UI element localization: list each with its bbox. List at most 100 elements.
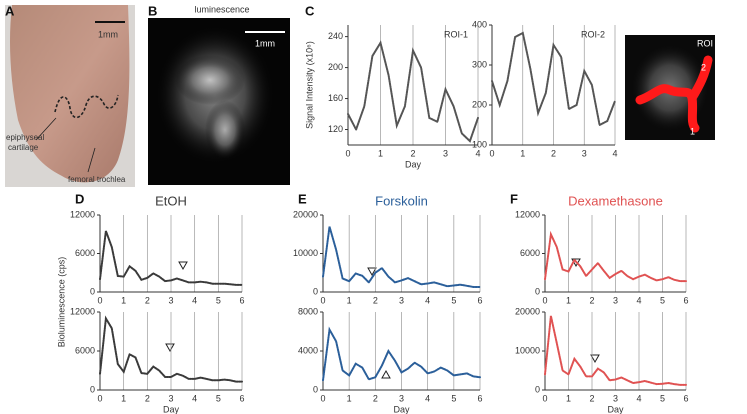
x-tick-label: 2 <box>410 148 415 158</box>
x-tick-label: 5 <box>216 393 221 403</box>
x-tick-label: 2 <box>373 393 378 403</box>
y-tick-label: 0 <box>90 384 95 394</box>
x-tick-label: 4 <box>192 393 197 403</box>
y-tick-label: 300 <box>472 59 487 69</box>
x-tick-label: 2 <box>145 295 150 305</box>
x-tick-label: 6 <box>683 295 688 305</box>
y-tick-label: 240 <box>328 31 343 41</box>
panel-letter: D <box>75 191 84 206</box>
x-tick-label: 4 <box>636 393 641 403</box>
x-tick-label: 6 <box>239 295 244 305</box>
x-tick-label: 2 <box>589 393 594 403</box>
y-tick-label: 12000 <box>70 306 95 316</box>
y-tick-label: 10000 <box>515 345 540 355</box>
x-tick-label: 5 <box>660 393 665 403</box>
x-tick-label: 1 <box>347 393 352 403</box>
y-tick-label: 200 <box>328 62 343 72</box>
triangle-markers <box>165 258 600 379</box>
x-tick-label: 6 <box>239 393 244 403</box>
x-tick-label: 0 <box>97 393 102 403</box>
y-tick-label: 0 <box>90 286 95 296</box>
x-tick-label: 0 <box>489 148 494 158</box>
x-tick-label: 6 <box>477 295 482 305</box>
x-tick-label: 2 <box>373 295 378 305</box>
x-tick-label: 0 <box>542 295 547 305</box>
image-title: luminescence <box>194 4 249 14</box>
x-tick-label: 3 <box>399 295 404 305</box>
x-tick-label: 2 <box>589 295 594 305</box>
panel-letter: B <box>148 3 157 18</box>
y-tick-label: 6000 <box>520 248 540 258</box>
roi-title: ROI <box>697 38 713 48</box>
y-axis-label: Signal Intensity (x10⁶) <box>304 41 314 129</box>
x-axis-label: Day <box>607 404 624 414</box>
x-tick-label: 4 <box>612 148 617 158</box>
x-tick-label: 3 <box>168 295 173 305</box>
x-tick-label: 3 <box>399 393 404 403</box>
y-tick-label: 0 <box>535 286 540 296</box>
x-tick-label: 6 <box>477 393 482 403</box>
x-tick-label: 5 <box>660 295 665 305</box>
annotation: ROI-1 <box>444 29 468 39</box>
chart-title: Forskolin <box>375 193 428 208</box>
line-series <box>491 31 616 127</box>
x-tick-label: 1 <box>566 393 571 403</box>
y-tick-label: 100 <box>472 139 487 149</box>
y-tick-label: 160 <box>328 93 343 103</box>
annotation: ROI-2 <box>581 29 605 39</box>
y-tick-label: 0 <box>313 286 318 296</box>
roi-image <box>625 35 715 140</box>
y-tick-label: 200 <box>472 99 487 109</box>
y-tick-label: 0 <box>535 384 540 394</box>
x-tick-label: 3 <box>443 148 448 158</box>
scale-label: 1mm <box>255 38 275 48</box>
x-tick-label: 0 <box>97 295 102 305</box>
annotation: epiphyseal <box>6 133 44 142</box>
y-tick-label: 20000 <box>515 306 540 316</box>
roi-label: 1 <box>690 126 695 136</box>
chart-title: EtOH <box>155 193 187 208</box>
annotation: cartilage <box>8 143 39 152</box>
y-tick-label: 6000 <box>75 345 95 355</box>
y-tick-label: 8000 <box>298 306 318 316</box>
x-tick-label: 6 <box>683 393 688 403</box>
x-tick-label: 3 <box>613 295 618 305</box>
y-tick-label: 6000 <box>75 248 95 258</box>
x-tick-label: 5 <box>451 393 456 403</box>
y-tick-label: 10000 <box>293 248 318 258</box>
x-tick-label: 0 <box>345 148 350 158</box>
line-series <box>322 326 481 382</box>
annotation: femoral trochlea <box>68 175 126 184</box>
panel-letter: A <box>5 3 15 18</box>
y-tick-label: 20000 <box>293 209 318 219</box>
x-tick-label: 1 <box>520 148 525 158</box>
x-tick-label: 1 <box>121 393 126 403</box>
x-tick-label: 2 <box>551 148 556 158</box>
x-axis-label: Day <box>393 404 410 414</box>
line-series <box>99 315 243 383</box>
x-tick-label: 4 <box>192 295 197 305</box>
y-axis-label: Bioluminescence (cps) <box>56 257 66 348</box>
y-tick-label: 4000 <box>298 345 318 355</box>
panel-letter: F <box>510 191 518 206</box>
panel-letter: C <box>305 3 315 18</box>
scale-label: 1mm <box>98 29 118 39</box>
photo-a <box>5 5 135 187</box>
x-tick-label: 4 <box>425 393 430 403</box>
x-tick-label: 1 <box>378 148 383 158</box>
y-tick-label: 12000 <box>515 209 540 219</box>
y-tick-label: 120 <box>328 124 343 134</box>
x-tick-label: 4 <box>475 148 480 158</box>
y-tick-label: 400 <box>472 19 487 29</box>
x-axis-label: Day <box>405 159 422 169</box>
chart-title: Dexamethasone <box>568 193 663 208</box>
x-tick-label: 0 <box>542 393 547 403</box>
x-tick-label: 5 <box>451 295 456 305</box>
luminescence-image <box>148 18 290 185</box>
x-tick-label: 1 <box>121 295 126 305</box>
line-series <box>322 226 481 288</box>
x-tick-label: 5 <box>216 295 221 305</box>
x-tick-label: 3 <box>613 393 618 403</box>
panel-letter: E <box>298 191 307 206</box>
